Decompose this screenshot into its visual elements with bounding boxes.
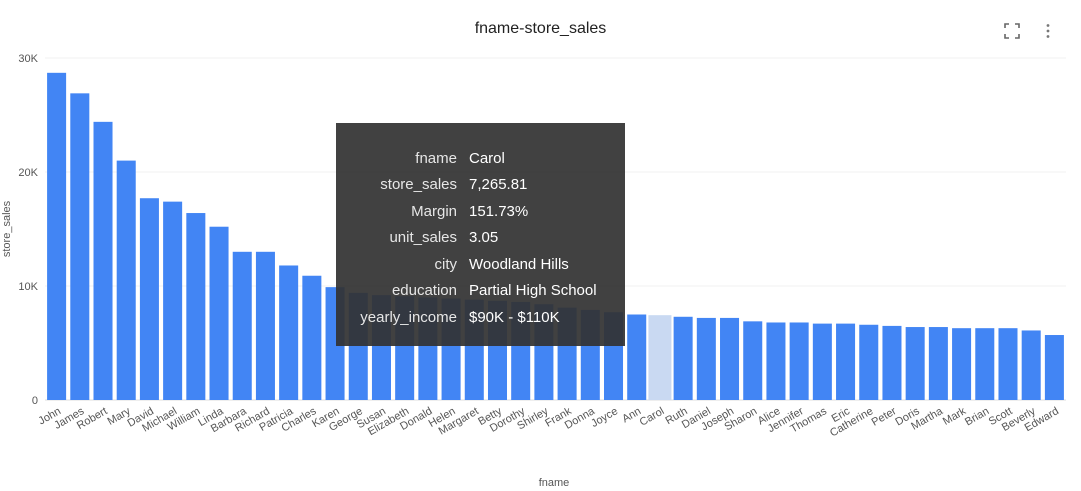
bar-david[interactable] — [139, 198, 159, 400]
bar-james[interactable] — [70, 93, 90, 400]
bar-carol[interactable] — [650, 317, 670, 400]
tooltip-key: fname — [415, 149, 457, 167]
x-axis-title: fname — [539, 477, 570, 489]
tooltip-row-unit-sales: unit_sales 3.05 — [336, 225, 625, 252]
tooltip-value: 7,265.81 — [469, 176, 528, 194]
y-tick-label: 0 — [32, 395, 38, 407]
bar-beverly[interactable] — [1021, 330, 1041, 400]
fullscreen-icon — [1004, 23, 1020, 39]
x-tick-label: Carol — [638, 405, 667, 429]
tooltip-value: $90K - $110K — [469, 308, 560, 326]
tooltip-value: Woodland Hills — [469, 255, 569, 273]
bar-sharon[interactable] — [743, 321, 763, 400]
tooltip-row-city: city Woodland Hills — [336, 251, 625, 278]
bar-edward[interactable] — [1044, 335, 1064, 400]
bar-charles[interactable] — [302, 275, 322, 400]
tooltip-key: education — [391, 282, 457, 300]
bar-mark[interactable] — [952, 328, 972, 400]
tooltip: fname Carol store_sales 7,265.81 Margin … — [336, 123, 625, 346]
y-tick-label: 20K — [18, 167, 38, 179]
y-axis-ticks: 0 10K 20K 30K — [18, 53, 38, 407]
tooltip-key: city — [434, 255, 458, 273]
bar-scott[interactable] — [998, 328, 1018, 400]
bar-brian[interactable] — [975, 328, 995, 400]
more-vertical-icon — [1046, 24, 1050, 38]
bar-jennifer[interactable] — [789, 322, 809, 400]
tooltip-key: Margin — [411, 202, 457, 220]
bar-eric[interactable] — [836, 323, 856, 400]
bar-doris[interactable] — [905, 327, 925, 400]
bar-peter[interactable] — [882, 325, 902, 400]
tooltip-key: store_sales — [380, 176, 457, 194]
bar-mary[interactable] — [116, 160, 136, 400]
bar-daniel[interactable] — [696, 317, 716, 400]
y-tick-label: 10K — [18, 281, 38, 293]
y-tick-label: 30K — [18, 53, 38, 65]
x-tick-label: Joyce — [589, 405, 620, 430]
tooltip-row-education: education Partial High School — [336, 278, 625, 305]
bar-robert[interactable] — [93, 121, 113, 400]
bar-michael[interactable] — [163, 201, 183, 400]
tooltip-key: yearly_income — [360, 308, 457, 326]
bar-william[interactable] — [186, 213, 206, 400]
tooltip-row-fname: fname Carol — [336, 145, 625, 172]
bar-catherine[interactable] — [859, 324, 879, 400]
more-options-button[interactable] — [1037, 20, 1059, 42]
tooltip-row-margin: Margin 151.73% — [336, 198, 625, 225]
tooltip-value: 151.73% — [469, 202, 529, 220]
tooltip-value: Carol — [469, 149, 505, 167]
y-axis-title: store_sales — [1, 200, 13, 257]
bar-ann[interactable] — [627, 314, 647, 401]
bar-barbara[interactable] — [232, 251, 252, 400]
chart-title: fname-store_sales — [474, 20, 607, 37]
tooltip-key: unit_sales — [389, 229, 457, 247]
bar-linda[interactable] — [209, 226, 229, 400]
bar-thomas[interactable] — [812, 323, 832, 400]
x-axis-ticks: JohnJamesRobertMaryDavidMichaelWilliamLi… — [36, 405, 1060, 440]
tooltip-row-store-sales: store_sales 7,265.81 — [336, 172, 625, 199]
tooltip-value: Partial High School — [469, 282, 597, 300]
tooltip-value: 3.05 — [469, 229, 499, 247]
tooltip-row-yearly-income: yearly_income $90K - $110K — [336, 304, 625, 331]
bar-richard[interactable] — [255, 251, 275, 400]
bar-john[interactable] — [47, 72, 67, 400]
fullscreen-button[interactable] — [1001, 20, 1023, 42]
bar-ruth[interactable] — [673, 316, 693, 400]
bar-alice[interactable] — [766, 322, 786, 400]
bar-joseph[interactable] — [720, 317, 740, 400]
bar-patricia[interactable] — [279, 265, 299, 400]
bar-martha[interactable] — [928, 327, 948, 400]
